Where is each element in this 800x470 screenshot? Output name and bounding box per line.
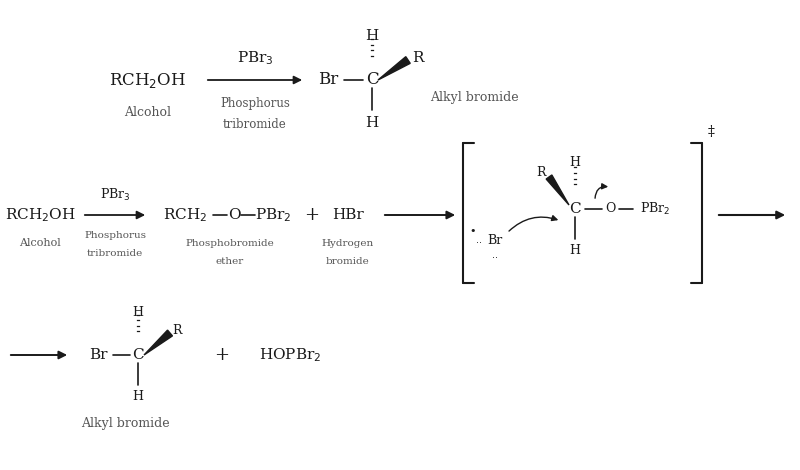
Text: PBr$_2$: PBr$_2$ <box>640 201 670 217</box>
Text: +: + <box>214 346 230 364</box>
FancyArrowPatch shape <box>595 184 606 198</box>
Text: HOPBr$_2$: HOPBr$_2$ <box>259 346 321 364</box>
Text: RCH$_2$OH: RCH$_2$OH <box>110 70 186 89</box>
Text: Br: Br <box>89 348 107 362</box>
Text: R: R <box>536 166 546 180</box>
Polygon shape <box>144 330 173 355</box>
Text: ··: ·· <box>492 253 498 263</box>
Text: H: H <box>570 244 581 258</box>
Text: O: O <box>228 208 240 222</box>
Text: Alkyl bromide: Alkyl bromide <box>430 92 518 104</box>
Text: Alkyl bromide: Alkyl bromide <box>81 416 170 430</box>
Text: Phosphorus: Phosphorus <box>84 230 146 240</box>
Text: Hydrogen: Hydrogen <box>322 238 374 248</box>
Text: H: H <box>366 116 378 130</box>
Text: •: • <box>470 226 476 236</box>
Text: C: C <box>569 202 581 216</box>
Text: Phosphobromide: Phosphobromide <box>186 238 274 248</box>
Text: C: C <box>366 71 378 88</box>
Text: C: C <box>132 348 144 362</box>
Text: ··: ·· <box>476 238 482 248</box>
Text: ether: ether <box>216 257 244 266</box>
Text: R: R <box>172 324 182 337</box>
Polygon shape <box>546 175 569 205</box>
Text: Alcohol: Alcohol <box>125 105 171 118</box>
Text: Alcohol: Alcohol <box>19 238 61 248</box>
Polygon shape <box>378 57 410 80</box>
Text: H: H <box>366 29 378 43</box>
Text: O: O <box>605 203 615 216</box>
Text: Phosphorus: Phosphorus <box>220 96 290 110</box>
Text: PBr$_2$: PBr$_2$ <box>254 206 291 224</box>
Text: Br: Br <box>318 71 338 88</box>
Text: PBr$_3$: PBr$_3$ <box>237 49 274 67</box>
Text: H: H <box>133 391 143 404</box>
Text: ‡: ‡ <box>708 125 715 139</box>
Text: Br: Br <box>487 235 502 248</box>
Text: PBr$_3$: PBr$_3$ <box>100 187 130 203</box>
Text: tribromide: tribromide <box>223 118 287 131</box>
Text: H: H <box>570 157 581 170</box>
Text: tribromide: tribromide <box>87 249 143 258</box>
Text: H: H <box>133 306 143 319</box>
Text: +: + <box>305 206 319 224</box>
FancyArrowPatch shape <box>509 216 557 231</box>
Text: bromide: bromide <box>326 257 370 266</box>
Text: RCH$_2$: RCH$_2$ <box>163 206 207 224</box>
Text: HBr: HBr <box>332 208 364 222</box>
Text: R: R <box>412 51 423 65</box>
Text: RCH$_2$OH: RCH$_2$OH <box>5 206 75 224</box>
